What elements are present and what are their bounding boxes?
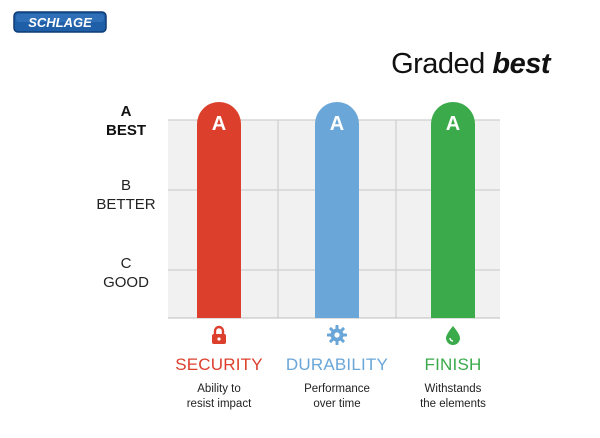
- headline-text: Graded: [391, 48, 493, 80]
- y-level-label: GOOD: [103, 274, 149, 291]
- y-level-better: B BETTER: [86, 176, 166, 214]
- logo-text: SCHLAGE: [28, 15, 92, 30]
- category-description: Withstands the elements: [420, 383, 486, 410]
- category-name: DURABILITY: [285, 355, 389, 374]
- headline-emphasis: best: [492, 48, 550, 80]
- y-level-good: C GOOD: [86, 254, 166, 292]
- bar-durability: [315, 102, 359, 318]
- gear-icon: [326, 324, 348, 351]
- category-name: SECURITY: [175, 355, 263, 374]
- y-level-label: BETTER: [96, 196, 156, 213]
- bar-label-durability: A: [330, 113, 344, 135]
- category-security: SECURITY Ability to resist impact: [154, 324, 284, 412]
- category-name: FINISH: [424, 355, 482, 374]
- y-level-grade: C: [120, 255, 132, 272]
- headline: Graded best: [391, 48, 550, 81]
- category-description: Performance over time: [304, 383, 370, 410]
- y-level-grade: B: [120, 177, 131, 194]
- category-finish: FINISH Withstands the elements: [388, 324, 518, 412]
- y-level-best: A BEST: [86, 102, 166, 140]
- bar-label-security: A: [212, 113, 226, 135]
- bar-security: [197, 102, 241, 318]
- y-level-grade: A: [120, 103, 132, 120]
- bar-finish: [431, 102, 475, 318]
- category-durability: DURABILITY Performance over time: [272, 324, 402, 412]
- lock-icon: [208, 324, 230, 351]
- category-description: Ability to resist impact: [186, 383, 252, 410]
- water-drop-icon: [442, 324, 464, 351]
- y-level-label: BEST: [105, 122, 146, 139]
- bar-label-finish: A: [446, 113, 460, 135]
- schlage-logo: SCHLAGE: [12, 10, 108, 34]
